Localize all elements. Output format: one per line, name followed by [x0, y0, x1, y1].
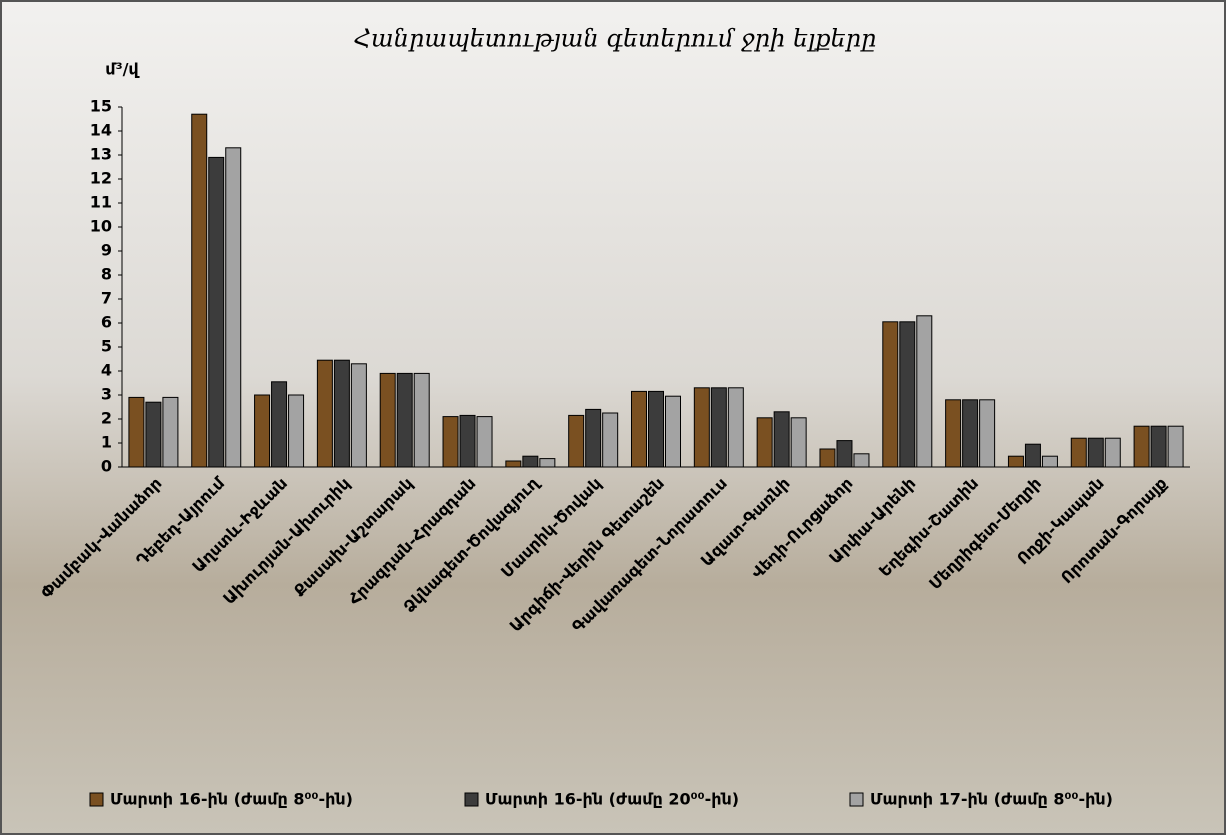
legend-swatch: [89, 792, 104, 807]
y-tick-label: 0: [101, 457, 112, 476]
bar: [145, 401, 162, 468]
chart-title: Հանրապետության գետերում ջրի ելքերը: [354, 25, 877, 53]
bar: [899, 321, 916, 468]
bar: [1024, 443, 1041, 468]
bar: [442, 416, 459, 468]
bar: [316, 359, 333, 468]
bar: [1070, 437, 1087, 468]
y-tick-label: 12: [90, 169, 112, 188]
bar: [225, 147, 242, 468]
y-tick-label: 14: [90, 121, 112, 140]
bar: [413, 372, 430, 468]
bar: [979, 399, 996, 468]
y-tick-label: 1: [101, 433, 112, 452]
y-tick-label: 2: [101, 409, 112, 428]
y-tick-label: 7: [101, 289, 112, 308]
bar: [727, 387, 744, 468]
bar: [333, 359, 350, 468]
y-tick-label: 10: [90, 217, 112, 236]
bar: [459, 414, 476, 468]
bar: [836, 440, 853, 468]
bar: [568, 414, 585, 468]
bar: [882, 321, 899, 468]
bar: [1087, 437, 1104, 468]
bar: [853, 453, 870, 468]
bar: [648, 390, 664, 468]
y-tick-label: 4: [101, 361, 112, 380]
bar: [254, 394, 271, 468]
bar: [1150, 425, 1167, 468]
bar: [1041, 455, 1058, 468]
bar: [505, 460, 522, 468]
bar: [693, 387, 710, 468]
bar: [539, 458, 556, 468]
y-tick-label: 5: [101, 337, 112, 356]
bar: [773, 411, 790, 468]
bar: [585, 408, 602, 468]
legend-label: Մարտի 17-ին (ժամը 8⁰⁰-ին): [870, 790, 1113, 809]
bar: [128, 396, 145, 468]
bar: [756, 417, 773, 468]
bar: [208, 156, 225, 468]
bar: [191, 113, 208, 468]
bar: [1167, 425, 1184, 468]
y-tick-label: 13: [90, 145, 112, 164]
bar: [631, 390, 647, 468]
y-axis-label: մ³/վ: [105, 60, 140, 79]
legend-label: Մարտի 16-ին (ժամը 8⁰⁰-ին): [110, 790, 353, 809]
bar: [1133, 425, 1150, 468]
bar: [379, 372, 396, 468]
bar: [288, 394, 305, 468]
y-tick-label: 15: [90, 97, 112, 116]
bar: [271, 381, 288, 468]
bar: [962, 399, 979, 468]
bar: [945, 399, 962, 468]
bar: [476, 416, 493, 468]
bar: [665, 395, 681, 468]
bar: [602, 412, 619, 468]
bar: [162, 396, 179, 468]
y-tick-label: 9: [101, 241, 112, 260]
bar: [710, 387, 727, 468]
y-tick-label: 6: [101, 313, 112, 332]
legend-swatch: [464, 792, 479, 807]
bar: [916, 315, 933, 468]
legend-swatch: [849, 792, 864, 807]
bar: [819, 448, 836, 468]
bar: [1007, 455, 1024, 468]
y-tick-label: 3: [101, 385, 112, 404]
y-tick-label: 11: [90, 193, 112, 212]
y-tick-label: 8: [101, 265, 112, 284]
bar: [790, 417, 807, 468]
bar: [350, 363, 367, 468]
bar: [1104, 437, 1121, 468]
bar: [522, 455, 539, 468]
legend-label: Մարտի 16-ին (ժամը 20⁰⁰-ին): [485, 790, 739, 809]
bar: [396, 372, 413, 468]
